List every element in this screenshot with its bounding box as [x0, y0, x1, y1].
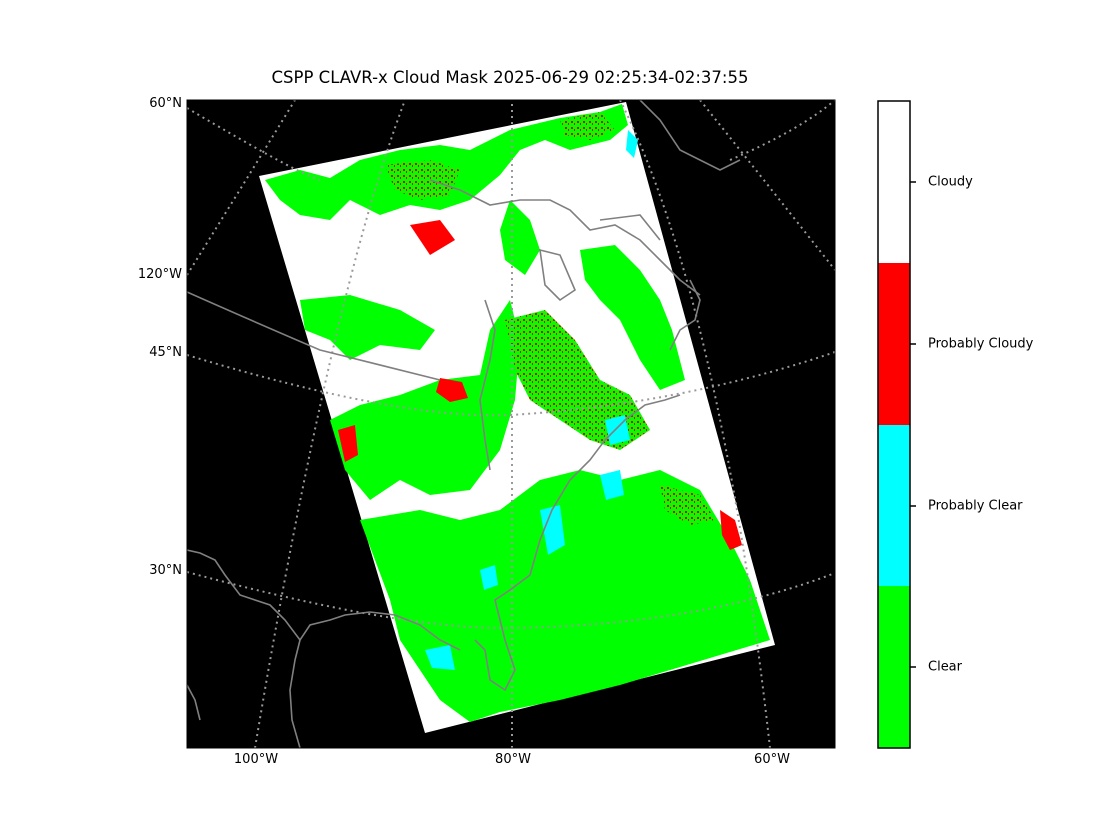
colorbar-segment-cloudy	[878, 101, 910, 263]
colorbar	[877, 100, 916, 749]
gridlines	[187, 100, 835, 748]
figure-title: CSPP CLAVR-x Cloud Mask 2025-06-29 02:25…	[271, 68, 749, 87]
legend-label-probably-clear: Probably Clear	[928, 498, 1023, 514]
lon-label: 60°W	[754, 752, 790, 767]
lat-label: 120°W	[137, 267, 182, 282]
probably-clear-regions	[425, 130, 638, 670]
legend-label-probably-cloudy: Probably Cloudy	[928, 336, 1034, 352]
lat-label: 60°N	[149, 96, 182, 111]
lat-label: 45°N	[149, 345, 182, 360]
coastlines	[187, 100, 741, 748]
lon-label: 100°W	[233, 752, 279, 767]
lat-label: 30°N	[149, 563, 182, 578]
colorbar-segment-probably-clear	[878, 425, 910, 586]
lon-label: 80°W	[495, 752, 531, 767]
colorbar-frame	[877, 100, 911, 749]
clear-regions	[265, 104, 770, 722]
map-frame	[186, 99, 836, 749]
legend-label-clear: Clear	[928, 659, 962, 675]
colorbar-segment-clear	[878, 586, 910, 748]
legend-label-cloudy: Cloudy	[928, 174, 973, 190]
probably-cloudy-regions	[338, 112, 742, 550]
colorbar-segment-probably-cloudy	[878, 263, 910, 425]
